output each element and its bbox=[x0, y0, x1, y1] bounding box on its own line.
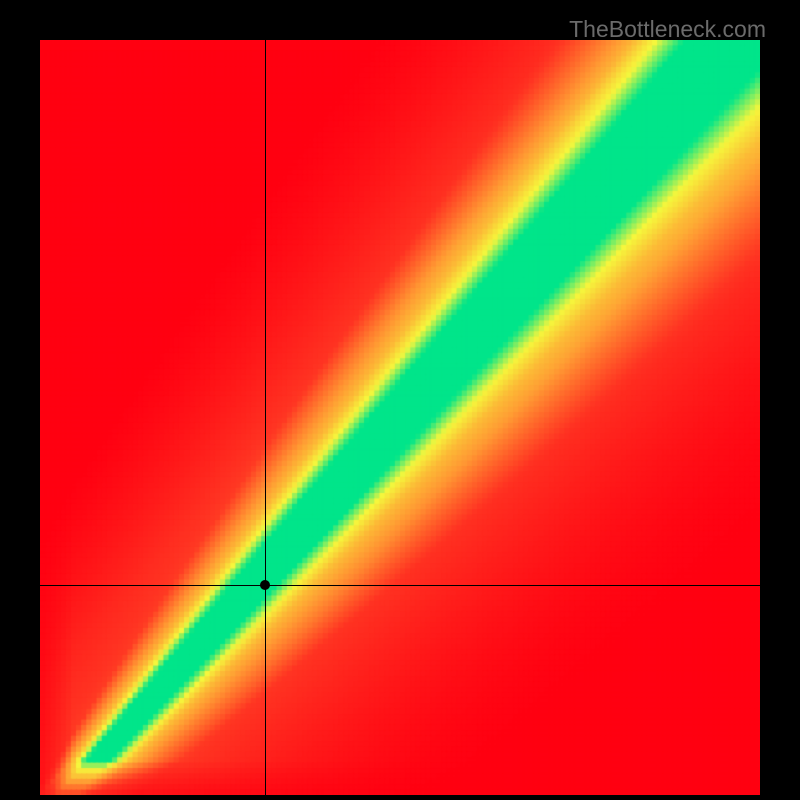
heatmap-canvas bbox=[40, 40, 760, 795]
data-point-marker bbox=[260, 580, 270, 590]
heatmap-plot-area bbox=[40, 40, 760, 795]
crosshair-horizontal bbox=[40, 585, 760, 586]
crosshair-vertical bbox=[265, 40, 266, 795]
watermark-text: TheBottleneck.com bbox=[569, 16, 766, 43]
